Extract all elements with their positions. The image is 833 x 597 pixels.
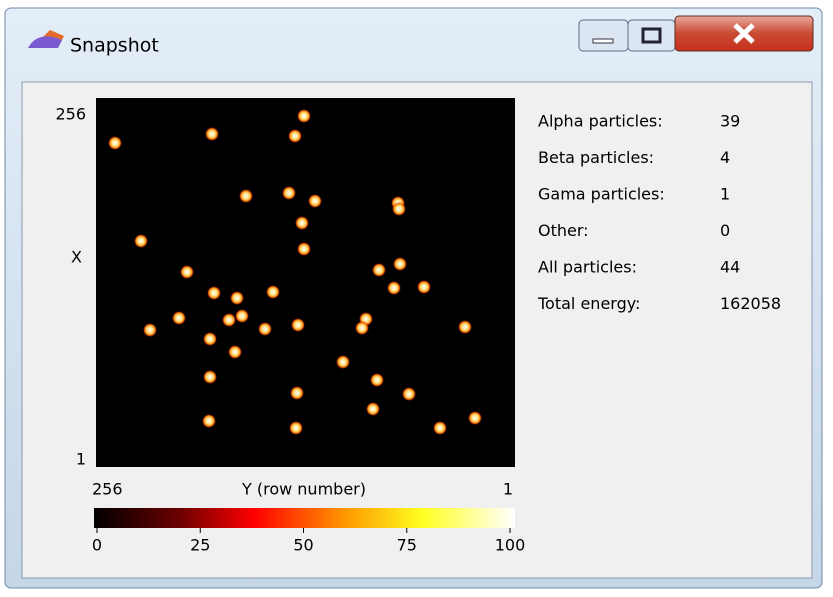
stats-table: Alpha particles: 39 Beta particles: 4 Gama p…: [537, 112, 781, 314]
stat-label: Alpha particles:: [538, 112, 663, 131]
particle-hit: [143, 323, 157, 337]
y-axis-right-label: 1: [503, 480, 513, 499]
particle-hit: [202, 414, 216, 428]
particle-hit: [203, 332, 217, 346]
particle-hit: [355, 321, 369, 335]
particle-hit: [372, 263, 386, 277]
stat-label: Other:: [538, 221, 589, 240]
particle-hit: [297, 109, 311, 123]
particle-hit: [290, 386, 304, 400]
stat-value: 1: [720, 185, 730, 204]
stat-label: Gama particles:: [538, 185, 665, 204]
particle-hit: [336, 355, 350, 369]
colorbar-tick-label: 75: [397, 536, 417, 555]
particle-hit: [172, 311, 186, 325]
particle-hit: [228, 345, 242, 359]
particle-hit: [108, 136, 122, 150]
maximize-icon: [641, 27, 662, 44]
stat-label: Beta particles:: [538, 148, 654, 167]
particle-hit: [207, 286, 221, 300]
particle-hit: [266, 285, 280, 299]
particle-hit: [289, 421, 303, 435]
particle-hit: [458, 320, 472, 334]
particle-hit: [205, 127, 219, 141]
app-icon-part: [28, 36, 62, 48]
minimize-icon: [592, 38, 614, 44]
particle-hit: [308, 194, 322, 208]
stat-value: 0: [720, 221, 730, 240]
stat-value: 44: [720, 258, 740, 277]
stat-value: 39: [720, 112, 740, 131]
stat-value: 162058: [720, 294, 781, 313]
particle-hit: [468, 411, 482, 425]
colorbar-tick-label: 50: [293, 536, 313, 555]
minimize-button[interactable]: [578, 19, 629, 52]
particle-hit: [297, 242, 311, 256]
particle-hit: [235, 309, 249, 323]
particle-hit: [203, 370, 217, 384]
particle-hit: [134, 234, 148, 248]
particle-hit: [402, 387, 416, 401]
colorbar: [94, 508, 515, 528]
particle-hit: [230, 291, 244, 305]
particle-hit: [180, 265, 194, 279]
particle-hit: [288, 129, 302, 143]
x-axis-label: X: [71, 248, 82, 267]
stat-label: Total energy:: [537, 294, 640, 313]
colorbar-tick-label: 25: [190, 536, 210, 555]
particle-hit: [239, 189, 253, 203]
window-title: Snapshot: [70, 35, 159, 57]
particle-hit: [433, 421, 447, 435]
particle-hits: [108, 109, 482, 435]
particle-hit: [417, 280, 431, 294]
x-axis-bottom-label: 1: [76, 450, 86, 469]
y-axis-label: Y (row number): [241, 480, 366, 499]
colorbar-tick-label: 100: [495, 536, 526, 555]
particle-hit: [258, 322, 272, 336]
particle-hit: [366, 402, 380, 416]
particle-hit: [291, 318, 305, 332]
colorbar-tick-label: 0: [92, 536, 102, 555]
particle-hit: [387, 281, 401, 295]
particle-hit: [282, 186, 296, 200]
particle-hit: [370, 373, 384, 387]
x-axis-top-label: 256: [55, 105, 86, 124]
particle-hit: [295, 216, 309, 230]
particle-hit: [222, 313, 236, 327]
snapshot-image: [96, 98, 515, 467]
particle-hit: [393, 257, 407, 271]
particle-hit: [392, 202, 406, 216]
y-axis-left-label: 256: [92, 480, 123, 499]
stat-label: All particles:: [538, 258, 637, 277]
close-icon: [733, 23, 755, 44]
stat-value: 4: [720, 148, 730, 167]
maximize-button[interactable]: [627, 19, 676, 52]
colorbar-ticks: 0 25 50 75 100: [92, 528, 525, 555]
window-buttons: [578, 15, 814, 52]
